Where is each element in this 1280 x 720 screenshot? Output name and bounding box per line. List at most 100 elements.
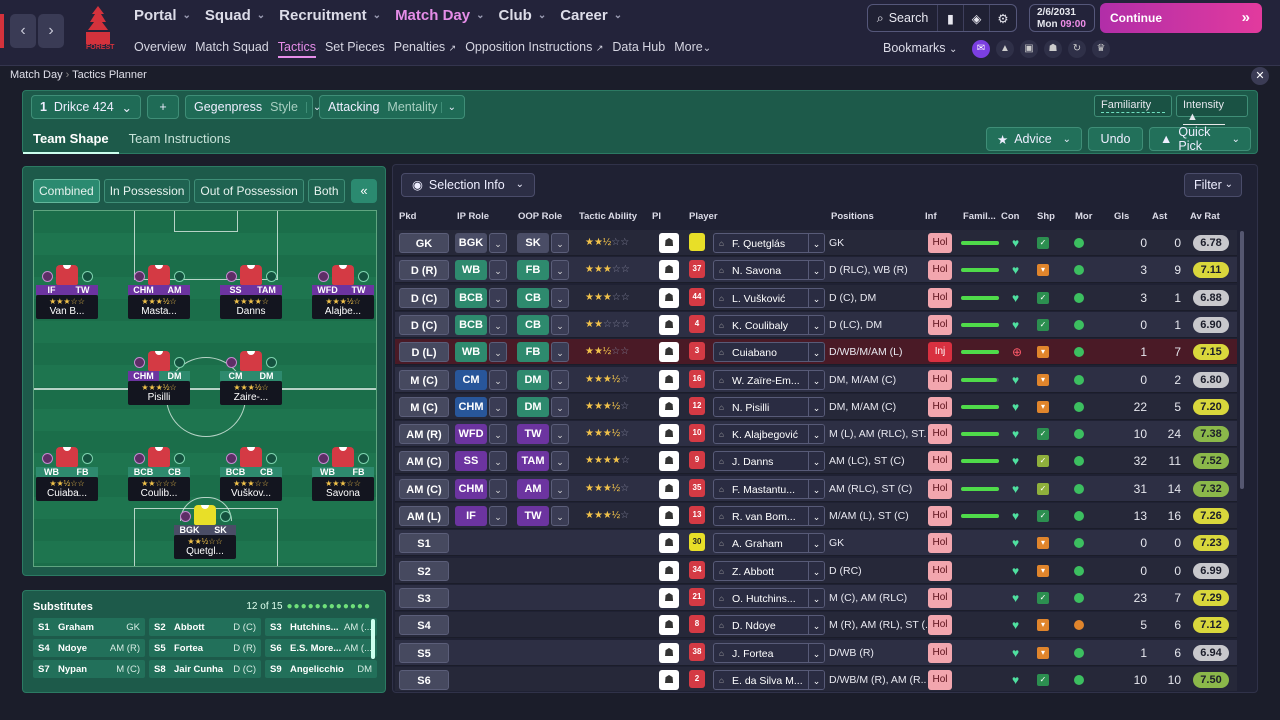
ip-role-select[interactable]: BGK [455,233,487,253]
chevron-down-icon[interactable]: ⌄ [489,451,507,472]
chevron-down-icon[interactable]: ⌄ [551,506,569,526]
status-badge[interactable]: Hol [928,669,952,690]
filter-button[interactable]: Filter ⌄ [1184,173,1242,197]
trophy-icon[interactable]: ♛ [1092,40,1110,58]
ip-role-select[interactable]: CHM [455,478,487,499]
table-row[interactable]: GK BGK ⌄ SK ⌄ ★★½☆☆ ☗ ⌂ F. Quetglás ⌄ GK Hol ♥ ✓ 0 0 6.7… [395,230,1237,256]
chevron-down-icon[interactable]: ⌄ [489,369,507,390]
col-pi[interactable]: PI [652,211,661,222]
pkd-slot[interactable]: AM (R) [399,424,449,445]
advice-button[interactable]: ★ Advice ⌄ [986,127,1082,151]
pkd-slot[interactable]: D (C) [399,287,449,308]
pitch-player[interactable]: WB FB ★★★☆☆ Savona [312,447,374,507]
pitch-player[interactable]: CHM DM ★★★½☆ Pisilli [128,351,190,411]
oop-role-select[interactable]: SK [517,233,549,253]
pkd-slot[interactable]: D (L) [399,342,449,363]
player-select[interactable]: ⌂ R. van Bom... ⌄ [713,506,825,526]
oop-role-select[interactable]: DM [517,369,549,390]
table-row[interactable]: AM (C) CHM ⌄ AM ⌄ ★★★½☆ ☗ 35 ⌂ F. Mastantu... ⌄ AM … [395,475,1237,502]
substitute-item[interactable]: S7 Nypan M (C) [33,660,145,678]
substitute-item[interactable]: S8 Jair Cunha D (C) [149,660,261,678]
player-instructions-icon[interactable]: ☗ [659,478,679,499]
scrollbar[interactable] [1240,231,1244,489]
player-select[interactable]: ⌂ Z. Abbott ⌄ [713,560,825,581]
pkd-slot[interactable]: S6 [399,669,449,690]
player-instructions-icon[interactable]: ☗ [659,396,679,417]
chevron-down-icon[interactable]: ⌄ [551,314,569,335]
add-tactic-button[interactable]: + [147,95,179,119]
chat-icon[interactable]: ✉ [972,40,990,58]
tab-team-shape[interactable]: Team Shape [23,125,119,154]
status-badge[interactable]: Inj [928,342,952,363]
pitch-player[interactable]: SS TAM ★★★★☆ Danns [220,265,282,325]
chevron-down-icon[interactable]: ⌄ [551,260,569,281]
document-icon[interactable]: ▣ [1020,40,1038,58]
col-shp[interactable]: Shp [1037,211,1055,222]
player-instructions-icon[interactable]: ☗ [659,369,679,390]
scrollbar[interactable] [371,619,375,659]
pkd-slot[interactable]: M (C) [399,396,449,417]
transfer-icon[interactable]: ↻ [1068,40,1086,58]
table-row[interactable]: D (R) WB ⌄ FB ⌄ ★★★☆☆ ☗ 37 ⌂ N. Savona ⌄ D (RLC), W… [395,257,1237,284]
table-row[interactable]: M (C) CHM ⌄ DM ⌄ ★★★½☆ ☗ 12 ⌂ N. Pisilli ⌄ DM, M/AM… [395,393,1237,420]
status-badge[interactable]: Hol [928,451,952,472]
substitute-item[interactable]: S9 Angelicchio DM [265,660,377,678]
col-positions[interactable]: Positions [831,211,874,222]
pitch-player[interactable]: IF TW ★★★☆☆ Van B... [36,265,98,325]
oop-role-select[interactable]: FB [517,260,549,281]
oop-role-select[interactable]: AM [517,478,549,499]
substitute-item[interactable]: S4 Ndoye AM (R) [33,639,145,657]
tab-out-of-possession[interactable]: Out of Possession [194,179,304,203]
nav-match-day[interactable]: Match Day ⌄ [395,7,485,24]
col-familiarity[interactable]: Famil... [963,211,996,222]
player-select[interactable]: ⌂ K. Alajbegović ⌄ [713,424,825,445]
status-badge[interactable]: Hol [928,424,952,445]
player-select[interactable]: ⌂ K. Coulibaly ⌄ [713,314,825,335]
ip-role-select[interactable]: WFD [455,424,487,445]
substitute-item[interactable]: S1 Graham GK [33,618,145,636]
status-badge[interactable]: Hol [928,533,952,554]
substitute-item[interactable]: S5 Fortea D (R) [149,639,261,657]
substitute-item[interactable]: S3 Hutchins... AM (... [265,618,377,636]
table-row[interactable]: M (C) CM ⌄ DM ⌄ ★★★½☆ ☗ 16 ⌂ W. Zaïre-Em... ⌄ DM, M… [395,366,1237,393]
status-badge[interactable]: Hol [928,369,952,390]
chevron-down-icon[interactable]: ⌄ [489,506,507,526]
close-icon[interactable]: ✕ [1251,67,1269,85]
search-button[interactable]: ⌕ Search [868,5,938,31]
pitch-player[interactable]: WFD TW ★★★½☆ Alajbe... [312,265,374,325]
familiarity-indicator[interactable]: Familiarity [1094,95,1172,117]
pitch-player[interactable]: CM DM ★★★½☆ Zaire-... [220,351,282,411]
club-icon[interactable]: ◈ [964,5,990,31]
status-badge[interactable]: Hol [928,478,952,499]
player-select[interactable]: ⌂ A. Graham ⌄ [713,533,825,554]
ip-role-select[interactable]: BCB [455,314,487,335]
col-oop-role[interactable]: OOP Role [518,211,563,222]
col-con[interactable]: Con [1001,211,1020,222]
pkd-slot[interactable]: D (C) [399,314,449,335]
pkd-slot[interactable]: AM (C) [399,451,449,472]
player-select[interactable]: ⌂ N. Savona ⌄ [713,260,825,281]
nav-career[interactable]: Career ⌄ [560,7,623,24]
player-select[interactable]: ⌂ F. Mastantu... ⌄ [713,478,825,499]
subnav-overview[interactable]: Overview [134,40,187,54]
undo-button[interactable]: Undo [1088,127,1143,151]
col-mor[interactable]: Mor [1075,211,1093,222]
subnav-match-squad[interactable]: Match Squad [195,40,269,54]
subnav-tactics[interactable]: Tactics [277,40,316,58]
status-badge[interactable]: Hol [928,615,952,636]
tab-combined[interactable]: Combined [33,179,100,203]
player-select[interactable]: ⌂ W. Zaïre-Em... ⌄ [713,369,825,390]
chevron-down-icon[interactable]: ⌄ [489,260,507,281]
player-select[interactable]: ⌂ J. Fortea ⌄ [713,642,825,663]
substitute-item[interactable]: S2 Abbott D (C) [149,618,261,636]
player-instructions-icon[interactable]: ☗ [659,342,679,363]
col-player[interactable]: Player [689,211,718,222]
player-instructions-icon[interactable]: ☗ [659,287,679,308]
pkd-slot[interactable]: AM (L) [399,506,449,526]
status-badge[interactable]: Hol [928,642,952,663]
player-select[interactable]: ⌂ F. Quetglás ⌄ [713,233,825,253]
status-badge[interactable]: Hol [928,260,952,281]
pkd-slot[interactable]: GK [399,233,449,253]
intensity-indicator[interactable]: Intensity ▲ [1176,95,1248,125]
player-select[interactable]: ⌂ N. Pisilli ⌄ [713,396,825,417]
